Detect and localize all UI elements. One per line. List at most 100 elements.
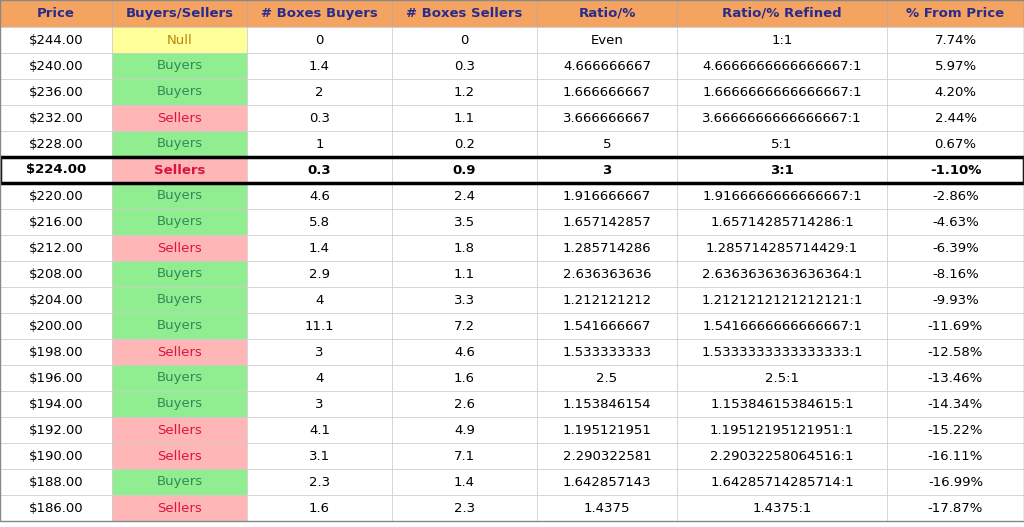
Text: Sellers: Sellers	[157, 502, 202, 514]
Text: Buyers: Buyers	[157, 319, 203, 333]
Text: Buyers: Buyers	[157, 85, 203, 99]
Text: $212.00: $212.00	[29, 241, 83, 255]
Bar	[392, 79, 537, 105]
Bar	[392, 365, 537, 391]
Bar	[0, 79, 112, 105]
Bar	[247, 131, 392, 157]
Text: 4.666666667: 4.666666667	[563, 60, 651, 73]
Text: 0.3: 0.3	[307, 163, 332, 177]
Text: $192.00: $192.00	[29, 424, 83, 436]
Text: 0.2: 0.2	[454, 138, 475, 151]
Text: % From Price: % From Price	[906, 7, 1005, 20]
Bar	[392, 53, 537, 79]
Bar	[247, 339, 392, 365]
Text: 1.642857143: 1.642857143	[562, 475, 651, 489]
Text: Buyers: Buyers	[157, 138, 203, 151]
Text: 1:1: 1:1	[771, 34, 793, 46]
Text: -6.39%: -6.39%	[932, 241, 979, 255]
Bar	[887, 365, 1024, 391]
Bar	[392, 105, 537, 131]
Text: $228.00: $228.00	[29, 138, 83, 151]
Text: $188.00: $188.00	[29, 475, 83, 489]
Text: 2.636363636: 2.636363636	[563, 268, 651, 280]
Bar	[112, 0, 247, 27]
Text: -15.22%: -15.22%	[928, 424, 983, 436]
Bar	[392, 469, 537, 495]
Text: 1.533333333: 1.533333333	[562, 346, 651, 358]
Text: Null: Null	[167, 34, 193, 46]
Bar	[112, 469, 247, 495]
Text: 3: 3	[315, 397, 324, 411]
Text: 4.6: 4.6	[454, 346, 475, 358]
Bar	[537, 105, 677, 131]
Bar	[0, 469, 112, 495]
Text: $240.00: $240.00	[29, 60, 83, 73]
Bar	[677, 313, 887, 339]
Bar	[537, 131, 677, 157]
Text: Buyers: Buyers	[157, 268, 203, 280]
Text: 11.1: 11.1	[305, 319, 334, 333]
Text: 5.97%: 5.97%	[935, 60, 977, 73]
Text: 4.6: 4.6	[309, 190, 330, 202]
Text: Buyers: Buyers	[157, 190, 203, 202]
Text: 4.6666666666666667:1: 4.6666666666666667:1	[702, 60, 862, 73]
Bar	[887, 183, 1024, 209]
Bar	[392, 131, 537, 157]
Text: 2.5: 2.5	[596, 372, 617, 385]
Bar	[887, 391, 1024, 417]
Bar	[537, 391, 677, 417]
Text: 2.290322581: 2.290322581	[562, 450, 651, 463]
Bar	[112, 131, 247, 157]
Text: 2: 2	[315, 85, 324, 99]
Text: -17.87%: -17.87%	[928, 502, 983, 514]
Text: 1.4375:1: 1.4375:1	[753, 502, 812, 514]
Bar	[887, 53, 1024, 79]
Bar	[0, 495, 112, 521]
Text: $244.00: $244.00	[29, 34, 83, 46]
Bar	[112, 261, 247, 287]
Bar	[887, 339, 1024, 365]
Bar	[677, 365, 887, 391]
Bar	[247, 417, 392, 443]
Bar	[247, 235, 392, 261]
Text: 3.1: 3.1	[309, 450, 330, 463]
Text: Sellers: Sellers	[157, 424, 202, 436]
Bar	[677, 157, 887, 183]
Text: 1.64285714285714:1: 1.64285714285714:1	[710, 475, 854, 489]
Text: $190.00: $190.00	[29, 450, 83, 463]
Bar	[392, 287, 537, 313]
Text: 0: 0	[461, 34, 469, 46]
Bar	[0, 183, 112, 209]
Bar	[247, 287, 392, 313]
Text: Sellers: Sellers	[157, 346, 202, 358]
Bar	[0, 417, 112, 443]
Text: $198.00: $198.00	[29, 346, 83, 358]
Bar	[677, 183, 887, 209]
Bar	[0, 27, 112, 53]
Bar	[537, 79, 677, 105]
Bar	[677, 131, 887, 157]
Bar	[0, 0, 112, 27]
Text: $224.00: $224.00	[26, 163, 86, 177]
Text: 0: 0	[315, 34, 324, 46]
Bar	[112, 27, 247, 53]
Bar	[392, 27, 537, 53]
Bar	[392, 183, 537, 209]
Text: 1.6: 1.6	[454, 372, 475, 385]
Bar	[247, 157, 392, 183]
Text: 2.6: 2.6	[454, 397, 475, 411]
Bar	[887, 469, 1024, 495]
Text: 2.6363636363636364:1: 2.6363636363636364:1	[701, 268, 862, 280]
Text: 0.3: 0.3	[454, 60, 475, 73]
Text: 7.2: 7.2	[454, 319, 475, 333]
Bar	[392, 339, 537, 365]
Bar	[537, 209, 677, 235]
Bar	[392, 443, 537, 469]
Bar	[112, 53, 247, 79]
Bar	[887, 0, 1024, 27]
Text: 4.20%: 4.20%	[935, 85, 977, 99]
Bar	[247, 365, 392, 391]
Text: 1.1: 1.1	[454, 268, 475, 280]
Bar	[112, 313, 247, 339]
Text: -4.63%: -4.63%	[932, 216, 979, 229]
